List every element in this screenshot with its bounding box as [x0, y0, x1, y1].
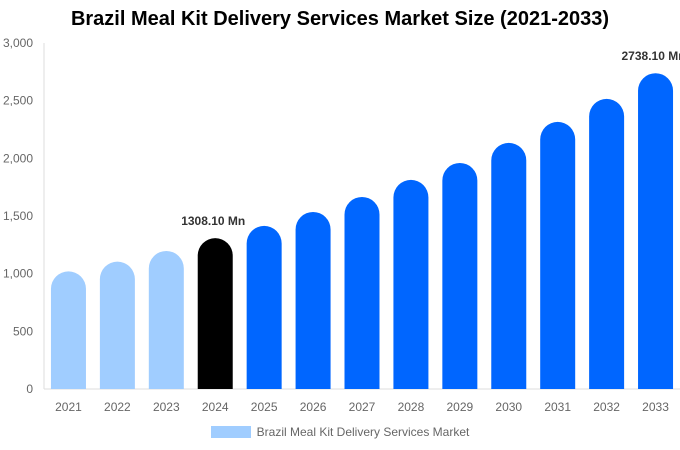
bar-2033: [638, 73, 674, 389]
x-tick-label: 2029: [446, 400, 473, 414]
y-tick-label: 2,000: [3, 151, 33, 165]
x-tick-label: 2021: [55, 400, 82, 414]
y-tick-label: 0: [26, 382, 33, 396]
data-label: 1308.10 Mn: [181, 214, 245, 228]
x-tick-label: 2026: [300, 400, 327, 414]
bar-2021: [50, 271, 86, 389]
bar-2031: [540, 121, 576, 389]
bar-2022: [99, 261, 135, 389]
x-tick-label: 2027: [349, 400, 376, 414]
bar-chart: 0 500 1,000 1,500 2,000 2,500 3,000 2021 2022 202…: [3, 36, 680, 414]
y-tick-label: 2,500: [3, 94, 33, 108]
chart-title: Brazil Meal Kit Delivery Services Market…: [70, 8, 610, 30]
y-tick-label: 1,000: [3, 267, 33, 281]
y-tick-label: 500: [13, 324, 33, 338]
bar-2030: [491, 142, 527, 389]
x-tick-label: 2028: [398, 400, 425, 414]
y-tick-label: 1,500: [3, 209, 33, 223]
x-tick-label: 2022: [104, 400, 131, 414]
data-label: 2738.10 Mn: [622, 49, 680, 63]
bar-2024: [197, 238, 233, 389]
legend: Brazil Meal Kit Delivery Services Market: [0, 425, 680, 439]
x-tick-label: 2030: [495, 400, 522, 414]
bar-2027: [344, 196, 380, 389]
legend-swatch: [210, 426, 251, 438]
bar-2023: [148, 250, 184, 389]
x-tick-label: 2024: [202, 400, 229, 414]
x-tick-label: 2025: [251, 400, 278, 414]
bar-2025: [246, 225, 282, 389]
y-tick-label: 3,000: [3, 36, 33, 50]
x-tick-label: 2032: [593, 400, 620, 414]
bar-2032: [589, 98, 625, 389]
x-tick-label: 2023: [153, 400, 180, 414]
x-tick-label: 2033: [642, 400, 669, 414]
bar-2028: [393, 179, 429, 389]
x-tick-label: 2031: [544, 400, 571, 414]
legend-label: Brazil Meal Kit Delivery Services Market: [256, 425, 470, 439]
bar-2026: [295, 211, 331, 389]
bar-2029: [442, 162, 478, 389]
